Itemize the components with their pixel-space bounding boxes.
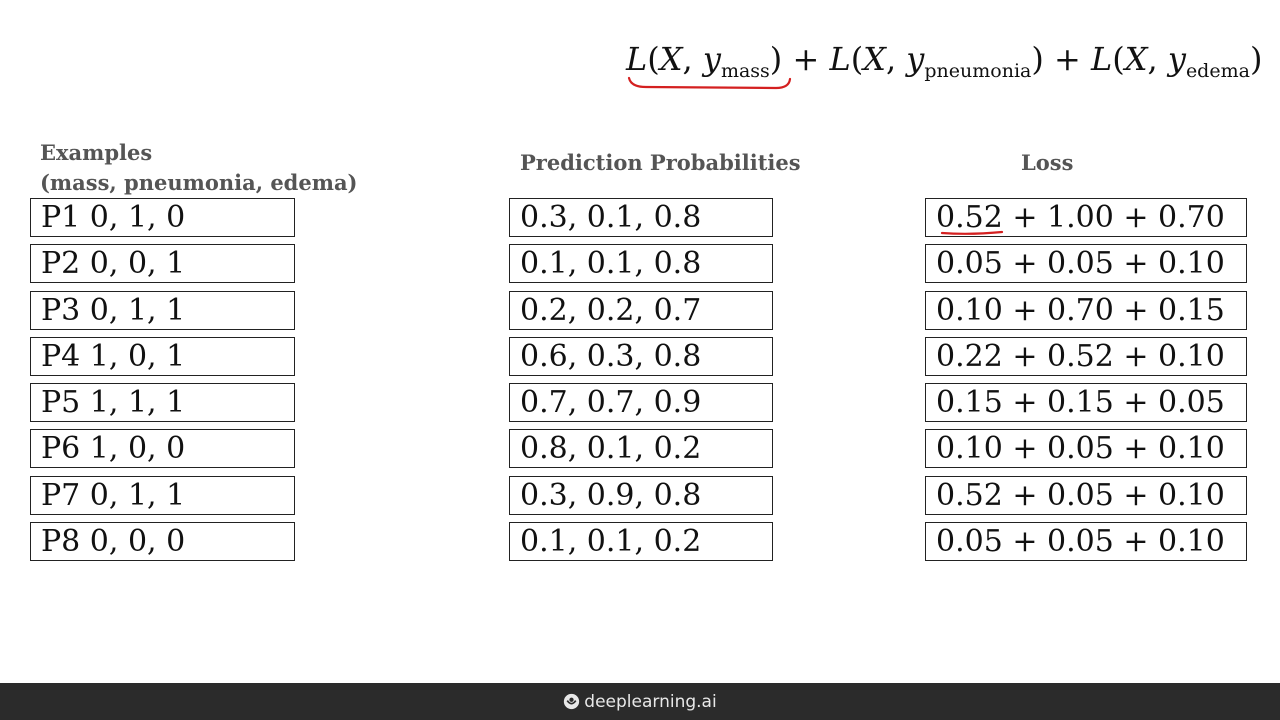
examples-column: P1 0, 1, 0 P2 0, 0, 1 P3 0, 1, 1 P4 1, 0… [30, 198, 295, 568]
predictions-header: Prediction Probabilities [520, 150, 801, 175]
formula-symbol: y [906, 40, 925, 78]
examples-header-title: Examples [40, 140, 153, 165]
example-cell: P4 1, 0, 1 [30, 336, 295, 376]
formula-symbol: + [1043, 40, 1091, 78]
deeplearning-logo-icon [564, 693, 580, 710]
formula-term-pneumonia: L(X, ypneumonia) [829, 40, 1043, 82]
formula-symbol: ( [647, 40, 660, 78]
formula-symbol: , [1147, 40, 1168, 78]
footer-bar: deeplearning.ai [0, 683, 1280, 720]
prediction-cell: 0.1, 0.1, 0.2 [509, 522, 773, 562]
prediction-cell: 0.3, 0.9, 0.8 [509, 475, 773, 515]
loss-value: 0.52 + 1.00 + 0.70 [936, 200, 1225, 235]
hand-drawn-underline-icon [627, 76, 792, 90]
loss-cell: 0.22 + 0.52 + 0.10 [925, 336, 1247, 376]
formula-symbol: , [682, 40, 703, 78]
formula-symbol: , [885, 40, 907, 78]
example-cell: P3 0, 1, 1 [30, 290, 295, 330]
formula-term-edema: L(X, yedema) [1091, 40, 1262, 82]
hand-drawn-underline-icon [940, 230, 1004, 235]
loss-cell: 0.10 + 0.05 + 0.10 [925, 429, 1247, 469]
loss-cell-annotated: 0.52 + 1.00 + 0.70 [925, 198, 1247, 237]
formula-subscript-pneumonia: pneumonia [924, 60, 1032, 82]
formula-symbol: X [863, 40, 886, 78]
examples-header-subtitle: (mass, pneumonia, edema) [40, 170, 358, 195]
loss-cell: 0.15 + 0.15 + 0.05 [925, 383, 1247, 423]
predictions-column: 0.3, 0.1, 0.8 0.1, 0.1, 0.8 0.2, 0.2, 0.… [509, 198, 773, 568]
example-cell: P1 0, 1, 0 [30, 198, 295, 237]
prediction-cell: 0.7, 0.7, 0.9 [509, 383, 773, 423]
prediction-cell: 0.1, 0.1, 0.8 [509, 244, 773, 284]
formula-symbol: ) [769, 40, 783, 78]
loss-cell: 0.10 + 0.70 + 0.15 [925, 290, 1247, 330]
example-cell: P6 1, 0, 0 [30, 429, 295, 469]
loss-column: 0.52 + 1.00 + 0.70 0.05 + 0.05 + 0.10 0.… [925, 198, 1247, 568]
formula-symbol: L [1091, 40, 1113, 78]
prediction-cell: 0.2, 0.2, 0.7 [509, 290, 773, 330]
prediction-cell: 0.8, 0.1, 0.2 [509, 429, 773, 469]
formula-symbol: ( [850, 40, 864, 78]
formula-symbol: ( [1112, 40, 1125, 78]
formula-symbol: y [702, 40, 721, 78]
prediction-cell: 0.6, 0.3, 0.8 [509, 336, 773, 376]
formula-symbol: X [659, 40, 683, 78]
loss-header: Loss [1021, 150, 1074, 175]
example-cell: P8 0, 0, 0 [30, 522, 295, 562]
formula-symbol: + [782, 40, 830, 78]
loss-cell: 0.52 + 0.05 + 0.10 [925, 475, 1247, 515]
loss-cell: 0.05 + 0.05 + 0.10 [925, 244, 1247, 284]
formula-symbol: X [1124, 40, 1148, 78]
examples-header: Examples (mass, pneumonia, edema) [40, 138, 357, 198]
prediction-cell: 0.3, 0.1, 0.8 [509, 198, 773, 237]
loss-cell: 0.05 + 0.05 + 0.10 [925, 522, 1247, 562]
example-cell: P2 0, 0, 1 [30, 244, 295, 284]
formula-symbol: L [829, 40, 851, 78]
example-cell: P7 0, 1, 1 [30, 475, 295, 515]
formula-symbol: L [626, 40, 648, 78]
loss-formula: L(X, ymass) + L(X, ypneumonia) + L(X, ye… [626, 40, 1276, 90]
formula-symbol: y [1167, 40, 1186, 78]
formula-symbol: ) [1031, 40, 1044, 78]
formula-symbol: ) [1249, 40, 1263, 78]
footer-brand: deeplearning.ai [584, 691, 717, 712]
formula-subscript-mass: mass [720, 60, 770, 82]
example-cell: P5 1, 1, 1 [30, 383, 295, 423]
formula-term-mass: L(X, ymass) [626, 40, 792, 90]
formula-subscript-edema: edema [1185, 60, 1250, 82]
